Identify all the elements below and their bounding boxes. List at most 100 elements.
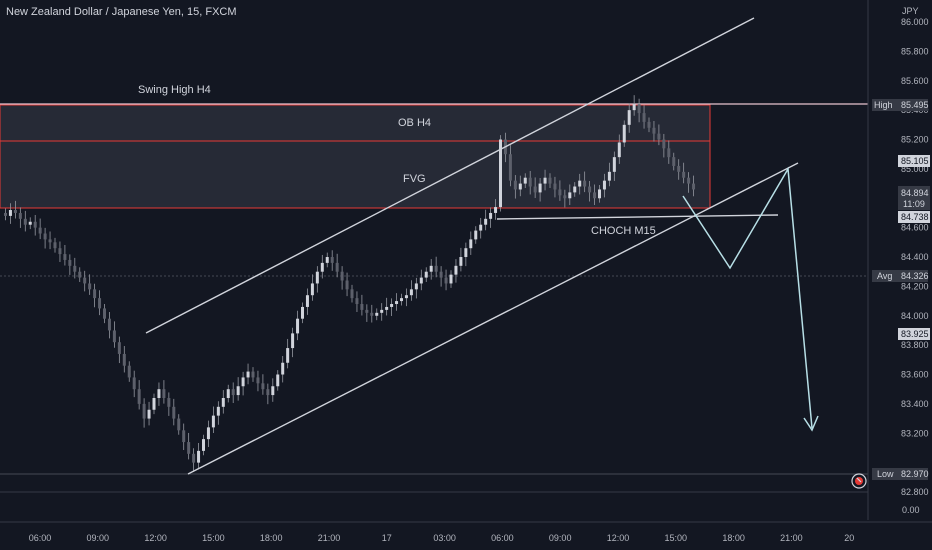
time-tick-label: 15:00 [202, 533, 225, 543]
candle [484, 209, 488, 231]
candle [330, 250, 334, 271]
time-tick-label: 09:00 [87, 533, 110, 543]
candle [355, 291, 359, 312]
fvg-label: FVG [403, 173, 426, 185]
candle [172, 398, 176, 426]
price-tick-label: 85.600 [901, 76, 929, 86]
price-tick-label: 84.000 [901, 311, 929, 321]
projection-path[interactable] [682, 166, 813, 429]
time-axis-bg[interactable] [0, 522, 932, 550]
candle [305, 288, 309, 315]
candle [271, 378, 275, 402]
alert-clock-icon[interactable] [851, 473, 867, 489]
candle [63, 244, 67, 266]
candle [340, 266, 344, 290]
time-tick-label: 17 [382, 533, 392, 543]
price-tag-avg: Avg 84.326 [872, 270, 929, 282]
currency-label: JPY [902, 6, 919, 16]
candle [474, 226, 478, 244]
price-tick-label: 85.200 [901, 135, 929, 145]
candle [409, 280, 413, 301]
candle [404, 288, 408, 307]
projection-arrowhead [803, 415, 819, 432]
candle [137, 380, 141, 410]
candle [112, 321, 116, 348]
candle [414, 277, 418, 299]
candle [548, 173, 552, 188]
candle [4, 208, 7, 221]
candle [23, 210, 27, 232]
candle [459, 247, 463, 272]
candle [662, 133, 666, 158]
svg-text:11:09: 11:09 [903, 199, 925, 209]
candle [256, 370, 260, 392]
candle [132, 370, 136, 398]
candle [38, 218, 42, 240]
choch-line[interactable] [496, 214, 779, 220]
candle [400, 293, 403, 306]
candle [553, 176, 557, 198]
candle [687, 172, 691, 193]
time-tick-label: 18:00 [260, 533, 283, 543]
candle [167, 392, 171, 416]
candle [568, 184, 572, 206]
price-tick-label: 83.800 [901, 340, 929, 350]
candle [53, 237, 57, 253]
candle [187, 432, 191, 460]
price-tag-high: High 85.495 [872, 99, 929, 111]
channel-upper-line[interactable] [145, 17, 755, 334]
candle [588, 180, 592, 202]
candle [231, 382, 235, 403]
candle [211, 406, 215, 433]
candle [617, 134, 621, 164]
svg-text:84.326: 84.326 [901, 271, 929, 281]
candle [221, 390, 225, 414]
price-tick-label: 84.200 [901, 281, 929, 291]
candle [291, 327, 295, 358]
candle [197, 442, 201, 470]
candle [58, 241, 62, 263]
candle [598, 185, 601, 203]
candle [637, 98, 641, 123]
svg-text:84.894: 84.894 [901, 188, 929, 198]
time-tick-label: 09:00 [549, 533, 572, 543]
candle [18, 207, 22, 228]
candle [622, 120, 626, 147]
candle [538, 178, 542, 202]
price-tick-label: 84.400 [901, 252, 929, 262]
candle [301, 302, 304, 324]
price-tick-label: 84.600 [901, 223, 929, 233]
candle [251, 367, 255, 382]
candle [672, 152, 676, 171]
candle [632, 95, 636, 116]
candle [647, 117, 651, 133]
svg-text:85.105: 85.105 [901, 156, 929, 166]
svg-text:Low: Low [877, 469, 894, 479]
time-tick-label: 12:00 [144, 533, 167, 543]
candle [657, 124, 661, 146]
candle [122, 346, 126, 373]
price-tick-label: 83.600 [901, 370, 929, 380]
candle [13, 200, 17, 219]
candle [692, 175, 696, 197]
candle [152, 393, 156, 415]
channel-lower-line[interactable] [187, 162, 799, 475]
choch-label: CHOCH M15 [591, 225, 656, 237]
svg-text:Avg: Avg [877, 271, 892, 281]
candle [177, 414, 181, 435]
candle [508, 145, 512, 187]
price-tag-choch: 84.738 [898, 211, 930, 223]
candle [276, 370, 280, 391]
candle [642, 105, 646, 129]
candle [489, 207, 493, 228]
time-tick-label: 12:00 [607, 533, 630, 543]
candle [583, 171, 587, 193]
candle [202, 434, 205, 456]
candle [241, 371, 245, 396]
candle [528, 170, 532, 195]
time-tick-label: 20 [844, 533, 854, 543]
candle [335, 253, 339, 278]
ob-h4-label: OB H4 [398, 117, 431, 129]
candle [83, 270, 87, 292]
